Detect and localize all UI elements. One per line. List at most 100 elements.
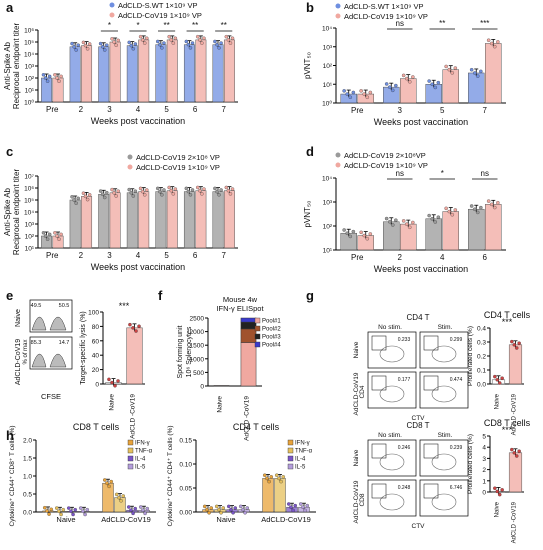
chart-h1: 0.0 0.5 1.0 1.5 2.0 Naive AdCLD-CoV19 Cytokine⁺… — [9, 422, 156, 527]
y-tick-label: 2.0 — [23, 438, 32, 445]
flow-gate — [371, 375, 387, 391]
data-point — [79, 506, 83, 510]
data-point — [83, 512, 87, 517]
x-axis-label: CFSE — [41, 392, 61, 401]
bar — [126, 327, 143, 385]
legend-label: IFN-γ — [135, 441, 150, 447]
legend-label: IFN-γ — [295, 441, 310, 447]
data-point — [394, 218, 398, 222]
data-point — [489, 41, 494, 46]
data-point — [351, 90, 356, 95]
data-point — [243, 511, 247, 515]
data-point — [203, 504, 207, 509]
y-tick-label: 0.3 — [477, 340, 486, 347]
gate-value: 50.5 — [59, 303, 70, 309]
bar — [442, 211, 459, 251]
flow-density — [379, 493, 405, 511]
data-point — [427, 79, 431, 83]
legend-label: AdCLD-S.WT 1×10⁹ VP — [118, 1, 198, 10]
chart-title: CD4 T cells — [484, 310, 531, 320]
data-point — [190, 188, 195, 192]
data-point — [514, 346, 519, 350]
data-point — [43, 234, 48, 238]
data-point — [387, 85, 392, 89]
y-tick-label: 10⁰ — [322, 100, 332, 108]
x-tick-label: AdCLD-CoV19 — [101, 515, 151, 524]
data-point — [303, 508, 307, 513]
data-point — [436, 80, 441, 85]
data-point — [134, 329, 138, 333]
data-point — [229, 507, 233, 512]
data-point — [217, 46, 221, 50]
data-point — [133, 42, 138, 46]
data-point — [299, 502, 303, 506]
data-point — [127, 187, 131, 192]
y-tick-label: 10⁵ — [24, 40, 34, 47]
bar — [138, 39, 150, 103]
data-point — [476, 210, 480, 215]
data-point — [219, 188, 223, 192]
data-point — [279, 479, 283, 484]
gate-value: 6.746 — [450, 485, 463, 491]
data-point — [158, 42, 162, 47]
data-point — [138, 186, 143, 191]
legend-label: IL-4 — [135, 457, 146, 463]
legend-marker — [127, 154, 133, 160]
significance-label: ** — [439, 19, 445, 28]
bar — [485, 43, 502, 104]
data-point — [365, 237, 370, 241]
data-point — [408, 225, 412, 230]
gate-value: 0.474 — [450, 377, 463, 383]
data-point — [401, 73, 406, 78]
data-point — [171, 41, 176, 45]
y-tick-label: 0 — [200, 384, 204, 391]
bar — [240, 328, 257, 343]
bar — [109, 41, 121, 103]
data-point — [74, 48, 78, 52]
data-point — [131, 47, 136, 51]
y-tick-label: 40 — [92, 353, 100, 360]
data-point — [213, 39, 217, 44]
x-tick-label: Pre — [351, 106, 364, 115]
y-tick-label: 4 — [482, 445, 486, 452]
bar — [425, 218, 442, 251]
data-point — [198, 188, 202, 193]
row-label: Naive — [353, 341, 360, 358]
legend-label: Pool#4 — [262, 343, 281, 349]
y-axis-label: Proliferated cells (%) — [467, 326, 474, 386]
data-point — [114, 194, 118, 198]
legend-marker — [127, 439, 134, 446]
histogram-peak — [31, 353, 47, 368]
data-point — [226, 38, 231, 42]
panel-letter: h — [6, 428, 14, 443]
y-tick-label: 1 — [482, 478, 486, 485]
data-point — [55, 76, 59, 80]
data-point — [128, 322, 132, 327]
data-point — [401, 219, 406, 223]
data-point — [514, 454, 519, 458]
panel-e-facs: 49.5 50.5 85.3 14.7 Naive AdCLD-CoV19 CFSE % of… — [15, 299, 73, 401]
data-point — [112, 191, 116, 195]
data-point — [169, 38, 174, 42]
axis-label: CD8 — [359, 493, 366, 506]
data-point — [289, 505, 293, 509]
data-point — [226, 188, 231, 193]
data-point — [510, 447, 514, 452]
data-point — [72, 198, 76, 202]
data-point — [217, 507, 221, 512]
data-point — [496, 200, 500, 205]
data-point — [510, 339, 514, 344]
data-point — [145, 36, 149, 41]
bar — [98, 46, 110, 103]
legend-marker — [254, 317, 261, 324]
data-point — [160, 193, 164, 197]
x-tick-label: 7 — [483, 106, 488, 115]
legend-label: IL-5 — [135, 465, 146, 471]
data-point — [228, 41, 233, 45]
data-point — [57, 509, 61, 514]
flow-grid: CD8 T No stim. Stim. 0.246 0.239 0.248 6.746 Na… — [353, 421, 469, 530]
bar — [240, 321, 257, 330]
y-tick-label: 10⁶ — [24, 186, 34, 193]
y-tick-label: 10² — [25, 234, 35, 241]
data-point — [137, 324, 141, 328]
